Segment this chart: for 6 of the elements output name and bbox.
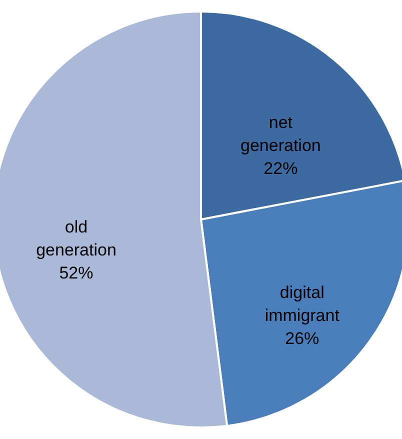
slice-label: old generation [36, 217, 116, 260]
data-label: 26% [285, 328, 320, 348]
data-label: 52% [59, 263, 94, 282]
data-label: 22% [264, 159, 298, 178]
slice-label: net generation [240, 113, 321, 156]
slice-label: digital immigrant [264, 282, 340, 325]
